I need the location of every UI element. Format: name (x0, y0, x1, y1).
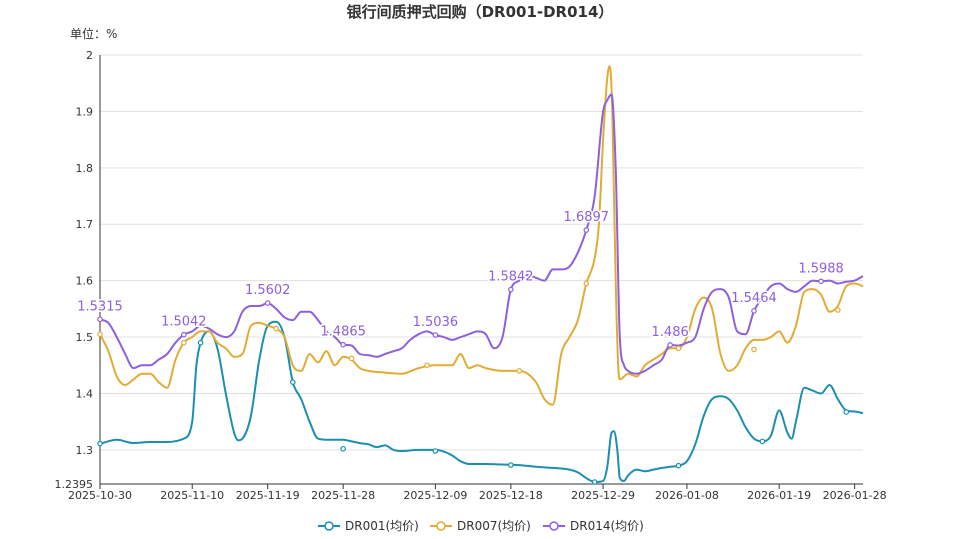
data-label: 1.486 (652, 325, 689, 340)
legend-swatch-marker (549, 521, 559, 531)
y-tick-label: 1.6 (76, 275, 94, 288)
data-point-marker (508, 462, 514, 468)
data-point-marker (675, 345, 682, 352)
x-tick-label: 2025-12-18 (479, 489, 543, 502)
data-point-marker (675, 462, 682, 469)
data-point-marker (516, 368, 523, 374)
legend: DR001(均价) DR007(均价) DR014(均价) (318, 519, 644, 533)
x-tick-label: 2025-11-10 (160, 489, 224, 502)
data-label: 1.4865 (320, 325, 366, 340)
data-point-marker (759, 438, 766, 445)
x-tick-label: 2025-11-19 (236, 489, 300, 502)
series-line-dr014 (99, 93, 864, 375)
data-point-marker (340, 341, 346, 348)
data-point-marker (340, 445, 346, 452)
point-markers (97, 227, 850, 485)
data-label: 1.5988 (798, 261, 844, 276)
x-tick-label: 2026-01-08 (655, 489, 719, 502)
data-point-marker (181, 339, 187, 346)
y-tick-label: 1.2395 (55, 478, 94, 491)
x-tick-label: 2026-01-28 (823, 489, 887, 502)
data-label: 1.5602 (245, 283, 291, 298)
data-point-marker (667, 342, 673, 348)
y-tick-label: 1.4 (76, 387, 94, 400)
x-tick-label: 2026-01-19 (747, 489, 811, 502)
series-line-dr001 (99, 320, 864, 483)
legend-label: DR001(均价) (345, 519, 419, 533)
data-point-marker (583, 227, 590, 233)
data-label: 1.6897 (564, 210, 610, 225)
x-tick-label: 2025-11-28 (311, 489, 375, 502)
x-tick-label: 2025-10-30 (68, 489, 132, 502)
data-label: 1.5042 (161, 315, 207, 330)
x-tick-label: 2025-12-29 (571, 489, 635, 502)
data-point-marker (273, 325, 279, 332)
data-point-marker (424, 362, 430, 369)
data-point-marker (432, 448, 439, 454)
y-tick-label: 1.8 (76, 162, 94, 175)
chart-title: 银行间质押式回购（DR001-DR014） (347, 3, 614, 21)
data-point-marker (290, 379, 296, 385)
data-point-marker (843, 409, 850, 415)
data-point-marker (818, 278, 824, 285)
data-point-marker (432, 332, 439, 338)
data-point-marker (97, 331, 103, 338)
y-tick-label: 1.9 (76, 105, 94, 118)
data-label: 1.5315 (77, 299, 123, 314)
grid-lines (100, 54, 863, 451)
y-tick-label: 2 (86, 49, 93, 62)
y-tick-label: 1.7 (76, 218, 94, 231)
data-point-marker (181, 331, 187, 338)
x-tick-label: 2025-12-09 (403, 489, 467, 502)
legend-label: DR007(均价) (457, 519, 531, 533)
data-point-marker (348, 355, 355, 362)
series-line-dr007 (99, 65, 864, 406)
data-point-marker (583, 280, 590, 287)
data-point-marker (197, 339, 204, 346)
data-point-marker (751, 346, 757, 353)
data-label: 1.5842 (488, 270, 534, 285)
data-label: 1.5036 (413, 315, 459, 330)
data-point-marker (264, 300, 271, 306)
series-lines (99, 65, 864, 483)
legend-swatch-marker (436, 521, 446, 531)
legend-label: DR014(均价) (570, 519, 644, 533)
y-tick-label: 1.3 (76, 444, 94, 457)
data-labels: 1.5315 1.5042 1.5602 1.4865 1.5036 1.5842 1.68… (76, 209, 846, 342)
data-point-marker (751, 308, 757, 314)
y-tick-label: 1.5 (76, 331, 94, 344)
data-point-marker (97, 316, 103, 323)
data-point-marker (508, 286, 514, 293)
data-point-marker (591, 479, 598, 485)
data-label: 1.5464 (731, 291, 777, 306)
unit-label: 单位：% (70, 26, 117, 41)
legend-swatch-marker (324, 521, 334, 531)
data-point-marker (97, 440, 103, 447)
data-point-marker (835, 307, 841, 313)
